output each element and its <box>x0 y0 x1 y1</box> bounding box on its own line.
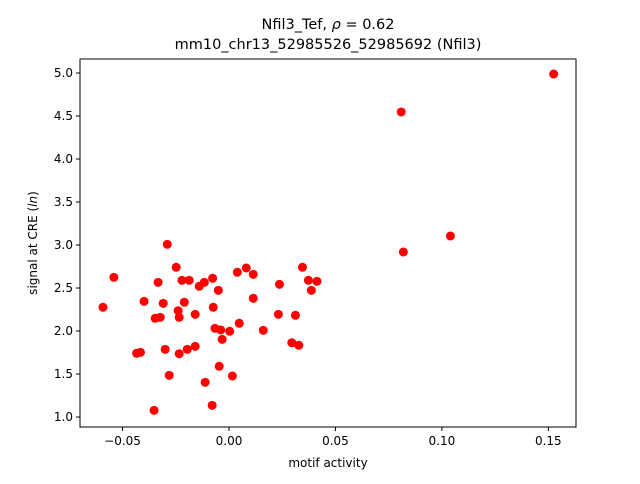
data-point <box>445 231 455 241</box>
y-axis-ticks: 1.0 1.5 2.0 2.5 3.0 3.5 4.0 4.5 5.0 <box>54 66 80 424</box>
data-point <box>199 277 209 287</box>
data-point <box>164 370 174 380</box>
data-point <box>549 69 559 79</box>
y-tick-label: 3.5 <box>54 195 73 209</box>
y-axis-label: signal at CRE (ln) <box>26 191 40 295</box>
data-point <box>216 325 226 335</box>
chart-title-line1: Nfil3_Tef, ρ = 0.62 <box>262 17 395 33</box>
data-point <box>248 269 258 279</box>
data-point <box>248 293 258 303</box>
data-points <box>98 69 559 415</box>
data-point <box>273 309 283 319</box>
title-rho-symbol: ρ <box>332 17 342 33</box>
data-point <box>294 340 304 350</box>
chart-title-line2: mm10_chr13_52985526_52985692 (Nfil3) <box>175 37 482 53</box>
data-point <box>109 272 119 282</box>
data-point <box>160 344 170 354</box>
data-point <box>398 247 408 257</box>
x-tick-label: −0.05 <box>104 434 141 448</box>
data-point <box>158 298 168 308</box>
y-tick-label: 4.5 <box>54 109 73 123</box>
data-point <box>234 318 244 328</box>
data-point <box>174 312 184 322</box>
y-tick-label: 2.0 <box>54 324 73 338</box>
data-point <box>214 361 224 371</box>
data-point <box>200 377 210 387</box>
y-tick-label: 4.0 <box>54 152 73 166</box>
data-point <box>207 400 217 410</box>
data-point <box>396 107 406 117</box>
data-point <box>232 267 242 277</box>
x-tick-label: 0.10 <box>429 434 456 448</box>
y-label-prefix: signal at CRE ( <box>26 207 40 295</box>
x-tick-label: 0.00 <box>216 434 243 448</box>
data-point <box>155 312 165 322</box>
data-point <box>208 302 218 312</box>
plot-frame <box>79 58 577 428</box>
data-point <box>153 277 163 287</box>
data-point <box>171 262 181 272</box>
data-point <box>139 296 149 306</box>
data-point <box>312 276 322 286</box>
y-tick-label: 2.5 <box>54 281 73 295</box>
data-point <box>274 279 284 289</box>
title-rho-value: = 0.62 <box>341 17 395 33</box>
y-tick-label: 5.0 <box>54 66 73 80</box>
y-label-italic: ln <box>26 196 40 207</box>
data-point <box>297 262 307 272</box>
data-point <box>162 239 172 249</box>
data-point <box>177 275 187 285</box>
x-axis-ticks: −0.05 0.00 0.05 0.10 0.15 <box>104 427 562 448</box>
data-point <box>227 371 237 381</box>
data-point <box>208 273 218 283</box>
data-point <box>258 325 268 335</box>
data-point <box>98 302 108 312</box>
data-point <box>184 275 194 285</box>
data-point <box>149 405 159 415</box>
y-tick-label: 1.0 <box>54 410 73 424</box>
data-point <box>135 347 145 357</box>
x-tick-label: 0.05 <box>322 434 349 448</box>
x-tick-label: 0.15 <box>535 434 562 448</box>
y-tick-label: 1.5 <box>54 367 73 381</box>
data-point <box>287 338 297 348</box>
data-point <box>174 349 184 359</box>
x-axis-label: motif activity <box>288 456 367 470</box>
data-point <box>190 309 200 319</box>
data-point <box>179 297 189 307</box>
y-tick-label: 3.0 <box>54 238 73 252</box>
data-point <box>290 310 300 320</box>
data-point <box>217 334 227 344</box>
data-point <box>190 341 200 351</box>
data-point <box>303 275 313 285</box>
title-prefix: Nfil3_Tef, <box>262 17 332 33</box>
data-point <box>241 263 251 273</box>
data-point <box>225 326 235 336</box>
y-label-suffix: ) <box>26 191 40 196</box>
data-point <box>182 344 192 354</box>
data-point <box>213 285 223 295</box>
data-point <box>173 306 183 316</box>
data-point <box>306 285 316 295</box>
